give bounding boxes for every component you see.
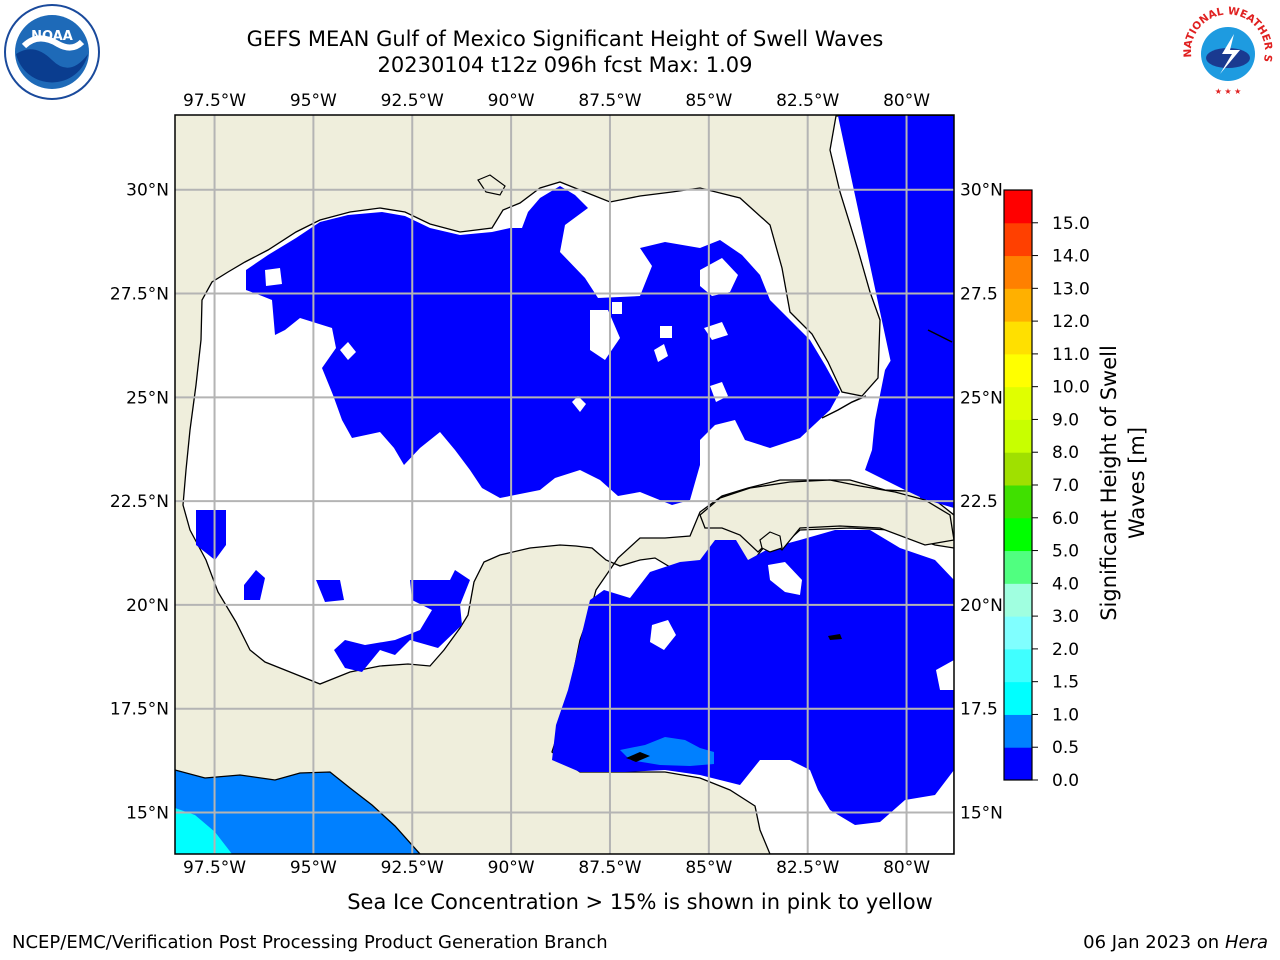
colorbar-tick-label: 11.0 xyxy=(1052,345,1090,365)
map-title: GEFS MEAN Gulf of Mexico Significant Hei… xyxy=(246,27,884,51)
colorbar-segment xyxy=(1004,255,1032,289)
colorbar-segment xyxy=(1004,550,1032,584)
colorbar-segment xyxy=(1004,222,1032,257)
longitude-labels-top: 97.5°W 95°W 92.5°W 90°W 87.5°W 85°W 82.5°W 80°W xyxy=(183,91,930,111)
colorbar-tick-labels: 0.0 0.5 1.0 1.5 2.0 3.0 4.0 5.0 6.0 7.0 8.0 9.0 10.0… xyxy=(1032,214,1090,791)
lat-tick-label-right: 15°N xyxy=(960,803,1003,823)
lon-tick-label: 82.5°W xyxy=(776,858,839,878)
colorbar-segment xyxy=(1004,714,1032,748)
lon-tick-label: 90°W xyxy=(488,91,535,111)
bay-islands xyxy=(626,752,650,762)
latitude-labels-right: 30°N 27.5 25°N 22.5 20°N 17.5 15°N xyxy=(960,181,1003,824)
colorbar-tick-label: 5.0 xyxy=(1052,542,1079,562)
colorbar-tick-label: 1.5 xyxy=(1052,673,1079,693)
svg-text:NOAA: NOAA xyxy=(31,29,73,44)
colorbar-segment xyxy=(1004,747,1032,781)
cayman-island xyxy=(828,634,842,640)
svg-text:★ ★ ★: ★ ★ ★ xyxy=(1215,87,1242,96)
colorbar-tick-label: 9.0 xyxy=(1052,410,1079,430)
colorbar-segment xyxy=(1004,616,1032,650)
swell-0-0.5m-areas xyxy=(196,116,954,825)
lat-tick-label: 15°N xyxy=(126,803,169,823)
colorbar-tick-label: 12.0 xyxy=(1052,312,1090,332)
latitude-labels-left: 30°N 27.5°N 25°N 22.5°N 20°N 17.5°N 15°N xyxy=(110,181,169,824)
lon-tick-label: 97.5°W xyxy=(183,858,246,878)
sea-ice-note: Sea Ice Concentration > 15% is shown in … xyxy=(347,890,933,914)
lat-tick-label-right: 30°N xyxy=(960,181,1003,201)
footer-date-text: 06 Jan 2023 on xyxy=(1083,932,1225,953)
lon-tick-label: 87.5°W xyxy=(578,858,641,878)
lon-tick-label: 85°W xyxy=(685,858,732,878)
lat-tick-label: 25°N xyxy=(126,388,169,408)
isla-de-la-juventud xyxy=(759,531,783,553)
colorbar-segment xyxy=(1004,517,1032,552)
colorbar-label: Significant Height of Swell Waves [m] xyxy=(1097,345,1149,621)
colorbar-tick-label: 7.0 xyxy=(1052,476,1079,496)
lat-tick-label: 27.5°N xyxy=(110,285,169,305)
svg-text:Significant Height of Swell: Significant Height of Swell xyxy=(1097,345,1121,621)
lon-tick-label: 80°W xyxy=(883,91,930,111)
lat-tick-label: 20°N xyxy=(126,596,169,616)
colorbar-segment xyxy=(1004,190,1032,224)
lat-tick-label-right: 22.5 xyxy=(960,492,998,512)
colorbar-segment xyxy=(1004,485,1032,519)
lon-tick-label: 90°W xyxy=(488,858,535,878)
florida-keys xyxy=(821,395,867,419)
colorbar-tick-label: 0.5 xyxy=(1052,738,1079,758)
noaa-logo: NOAA xyxy=(4,4,100,100)
lat-tick-label-right: 20°N xyxy=(960,596,1003,616)
longitude-labels-bottom: 97.5°W 95°W 92.5°W 90°W 87.5°W 85°W 82.5°W 80°W xyxy=(183,858,930,878)
colorbar-segment xyxy=(1004,386,1032,420)
colorbar xyxy=(1003,189,1033,781)
lon-tick-label: 92.5°W xyxy=(381,858,444,878)
lon-tick-label: 85°W xyxy=(685,91,732,111)
colorbar-tick-label: 10.0 xyxy=(1052,378,1090,398)
colorbar-tick-label: 3.0 xyxy=(1052,607,1079,627)
colorbar-segment xyxy=(1004,452,1032,486)
colorbar-tick-label: 8.0 xyxy=(1052,443,1079,463)
cuba-island xyxy=(699,479,954,553)
svg-text:Waves [m]: Waves [m] xyxy=(1125,427,1149,539)
map-subtitle: 20230104 t12z 096h fcst Max: 1.09 xyxy=(377,53,753,77)
lat-tick-label-right: 27.5 xyxy=(960,285,998,305)
lon-tick-label: 80°W xyxy=(883,858,930,878)
colorbar-segment xyxy=(1004,321,1032,355)
graticule xyxy=(175,115,954,854)
colorbar-tick-label: 1.0 xyxy=(1052,705,1079,725)
footer-machine: Hera xyxy=(1224,932,1268,953)
colorbar-tick-label: 0.0 xyxy=(1052,771,1079,791)
lon-tick-label: 87.5°W xyxy=(578,91,641,111)
lat-tick-label: 17.5°N xyxy=(110,700,169,720)
colorbar-segment xyxy=(1004,419,1032,453)
lon-tick-label: 82.5°W xyxy=(776,91,839,111)
lon-tick-label: 92.5°W xyxy=(381,91,444,111)
colorbar-segment xyxy=(1004,288,1032,322)
bahamas-shore xyxy=(927,329,953,343)
footer-date: 06 Jan 2023 on Hera xyxy=(1083,932,1268,953)
map-frame xyxy=(174,114,955,855)
nws-logo: NATIONAL WEATHER SERVICE ★ ★ ★ xyxy=(1178,2,1275,99)
colorbar-segment xyxy=(1004,353,1032,388)
colorbar-tick-label: 2.0 xyxy=(1052,640,1079,660)
lat-tick-label-right: 25°N xyxy=(960,388,1003,408)
colorbar-segment xyxy=(1004,681,1032,715)
colorbar-segment xyxy=(1004,648,1032,683)
colorbar-tick-label: 4.0 xyxy=(1052,574,1079,594)
lon-tick-label: 97.5°W xyxy=(183,91,246,111)
lat-tick-label-right: 17.5 xyxy=(960,700,998,720)
colorbar-segment xyxy=(1004,583,1032,617)
footer-credit: NCEP/EMC/Verification Post Processing Pr… xyxy=(12,932,608,953)
lat-tick-label: 22.5°N xyxy=(110,492,169,512)
colorbar-tick-label: 6.0 xyxy=(1052,509,1079,529)
colorbar-tick-label: 14.0 xyxy=(1052,247,1090,267)
lon-tick-label: 95°W xyxy=(290,91,337,111)
lon-tick-label: 95°W xyxy=(290,858,337,878)
colorbar-tick-label: 13.0 xyxy=(1052,279,1090,299)
lat-tick-label: 30°N xyxy=(126,181,169,201)
colorbar-tick-label: 15.0 xyxy=(1052,214,1090,234)
pacific-cyan-band xyxy=(175,808,232,854)
